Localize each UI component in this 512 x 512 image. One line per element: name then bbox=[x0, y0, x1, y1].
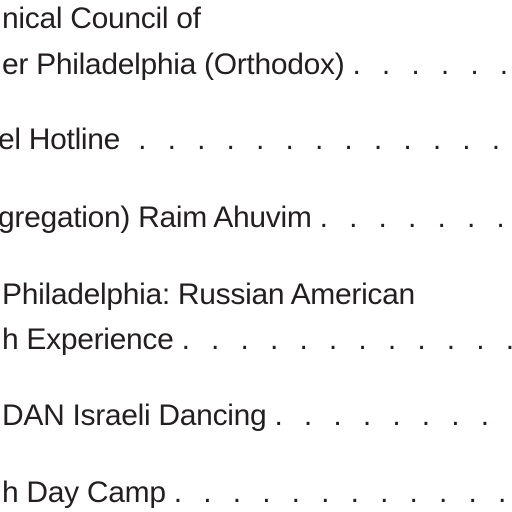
index-entry-line: er Philadelphia (Orthodox) . . . . . . .… bbox=[2, 45, 512, 85]
dot-leader: . . . . . . . . . . . . . . . . . . . . … bbox=[138, 123, 512, 156]
entry-text: gregation) Raim Ahuvim bbox=[0, 201, 312, 234]
dot-leader: . . . . . . . . . . bbox=[319, 201, 512, 234]
entry-text: h Day Camp bbox=[2, 476, 166, 509]
entry-text: DAN Israeli Dancing bbox=[2, 399, 267, 432]
index-entry-line: gregation) Raim Ahuvim . . . . . . . . .… bbox=[0, 198, 512, 238]
index-entry-line: DAN Israeli Dancing . . . . . . . . . . … bbox=[2, 396, 512, 436]
entry-text: er Philadelphia (Orthodox) bbox=[2, 48, 345, 81]
dot-leader: . . . . . . . . . . . . . . . . . . bbox=[181, 323, 512, 356]
dot-leader: . . . . . . . . . . . . . . . . . . . . … bbox=[173, 476, 512, 509]
index-entry-line: el Hotline . . . . . . . . . . . . . . .… bbox=[0, 120, 512, 160]
entry-text: el Hotline bbox=[0, 123, 121, 156]
dot-leader: . . . . . . . . . . . . . . . . . bbox=[274, 399, 512, 432]
entry-text: nical Council of bbox=[2, 2, 201, 35]
entry-text: h Experience bbox=[2, 323, 174, 356]
index-entry-line: h Experience . . . . . . . . . . . . . .… bbox=[2, 320, 512, 360]
index-entry-line: nical Council of bbox=[2, 0, 201, 39]
index-entry-line: Philadelphia: Russian American bbox=[2, 275, 415, 315]
entry-text: Philadelphia: Russian American bbox=[2, 278, 415, 311]
dot-leader: . . . . . . . . . . . bbox=[352, 48, 512, 81]
index-entry-line: h Day Camp . . . . . . . . . . . . . . .… bbox=[2, 473, 512, 512]
